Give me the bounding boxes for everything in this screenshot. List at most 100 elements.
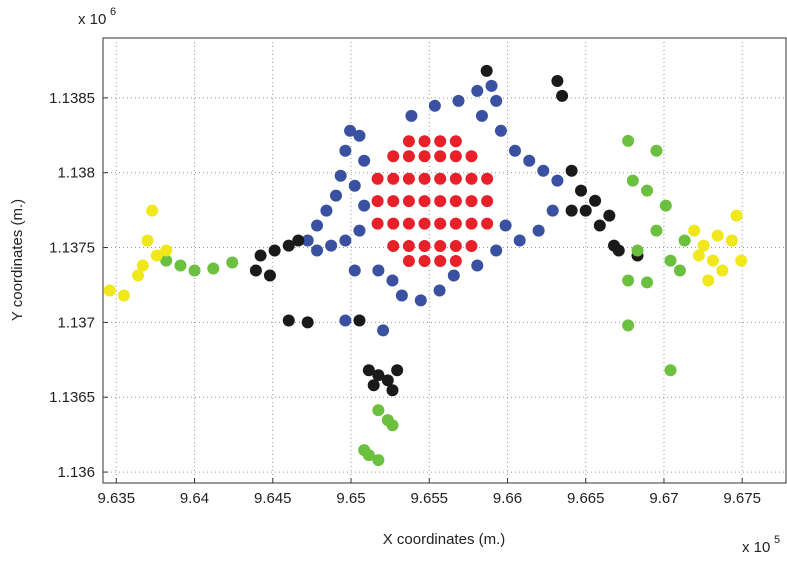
scatter-point [575,184,588,197]
scatter-point [339,144,352,157]
scatter-point [358,199,371,212]
scatter-point [589,194,602,207]
scatter-point [386,384,399,397]
scatter-point [325,239,338,252]
x-tick-label: 9.66 [493,490,522,507]
y-tick-label: 1.1375 [49,240,95,257]
scatter-point [490,94,503,107]
scatter-point [418,135,431,148]
scatter-point [301,234,314,247]
x-tick-label: 9.64 [180,490,209,507]
scatter-point [372,369,385,382]
scatter-point [282,239,295,252]
scatter-point [490,244,503,257]
scatter-point [678,234,691,247]
scatter-point [664,254,677,267]
x-tick-label: 9.67 [649,490,678,507]
scatter-point [551,174,564,187]
scatter-point [499,219,512,232]
scatter-point [160,254,173,267]
scatter-point [132,269,145,282]
scatter-point [480,64,493,77]
scatter-point [372,454,385,467]
x-tick-label: 9.635 [98,490,136,507]
scatter-point [434,217,447,230]
scatter-point [226,256,239,269]
scatter-point [688,224,701,237]
y-tick-label: 1.138 [57,165,95,182]
scatter-point [418,195,431,208]
scatter-point [471,259,484,272]
scatter-point [387,195,400,208]
scatter-point [268,244,281,257]
scatter-point [449,217,462,230]
x-tick-label: 9.665 [567,490,605,507]
scatter-point [405,109,418,122]
scatter-point [449,150,462,163]
scatter-point [371,195,384,208]
scatter-point [358,444,371,457]
scatter-point [387,172,400,185]
scatter-point [371,172,384,185]
scatter-point [263,269,276,282]
scatter-point [402,195,415,208]
scatter-point [513,234,526,247]
x-tick-label: 9.65 [336,490,365,507]
scatter-point [362,364,375,377]
scatter-point [353,224,366,237]
x-tick-label: 9.675 [723,490,761,507]
x-multiplier: x 10 [742,539,770,556]
scatter-point [428,99,441,112]
scatter-point [447,269,460,282]
scatter-point [434,150,447,163]
scatter-point [387,150,400,163]
scatter-point [418,150,431,163]
scatter-point [465,195,478,208]
scatter-point [339,314,352,327]
scatter-point [254,249,267,262]
scatter-point [434,195,447,208]
scatter-point [673,264,686,277]
scatter-point [631,244,644,257]
scatter-point [414,294,427,307]
scatter-point [434,240,447,253]
x-exponent: 5 [774,534,780,546]
scatter-point [339,234,352,247]
scatter-point [434,255,447,268]
scatter-point [117,289,130,302]
scatter-point [377,324,390,337]
y-tick-label: 1.137 [57,314,95,331]
scatter-point [716,264,729,277]
scatter-point [434,172,447,185]
scatter-point [603,209,616,222]
scatter-point [292,234,305,247]
y-tick-label: 1.1365 [49,389,95,406]
scatter-point [659,199,672,212]
scatter-point [207,262,220,275]
scatter-point [508,144,521,157]
scatter-point [320,204,333,217]
scatter-point [402,135,415,148]
scatter-point [402,150,415,163]
scatter-point [641,276,654,289]
scatter-point [386,419,399,432]
scatter-point [725,234,738,247]
scatter-point [146,204,159,217]
scatter-point [418,240,431,253]
scatter-point [348,179,361,192]
scatter-point [418,172,431,185]
y-tick-label: 1.136 [57,464,95,481]
scatter-point [381,374,394,387]
scatter-point [579,204,592,217]
scatter-point [386,274,399,287]
scatter-point [711,229,724,242]
scatter-point [481,217,494,230]
scatter-point [465,172,478,185]
scatter-point [150,249,163,262]
scatter-point [664,364,677,377]
scatter-point [348,264,361,277]
scatter-point [418,255,431,268]
scatter-point [449,195,462,208]
